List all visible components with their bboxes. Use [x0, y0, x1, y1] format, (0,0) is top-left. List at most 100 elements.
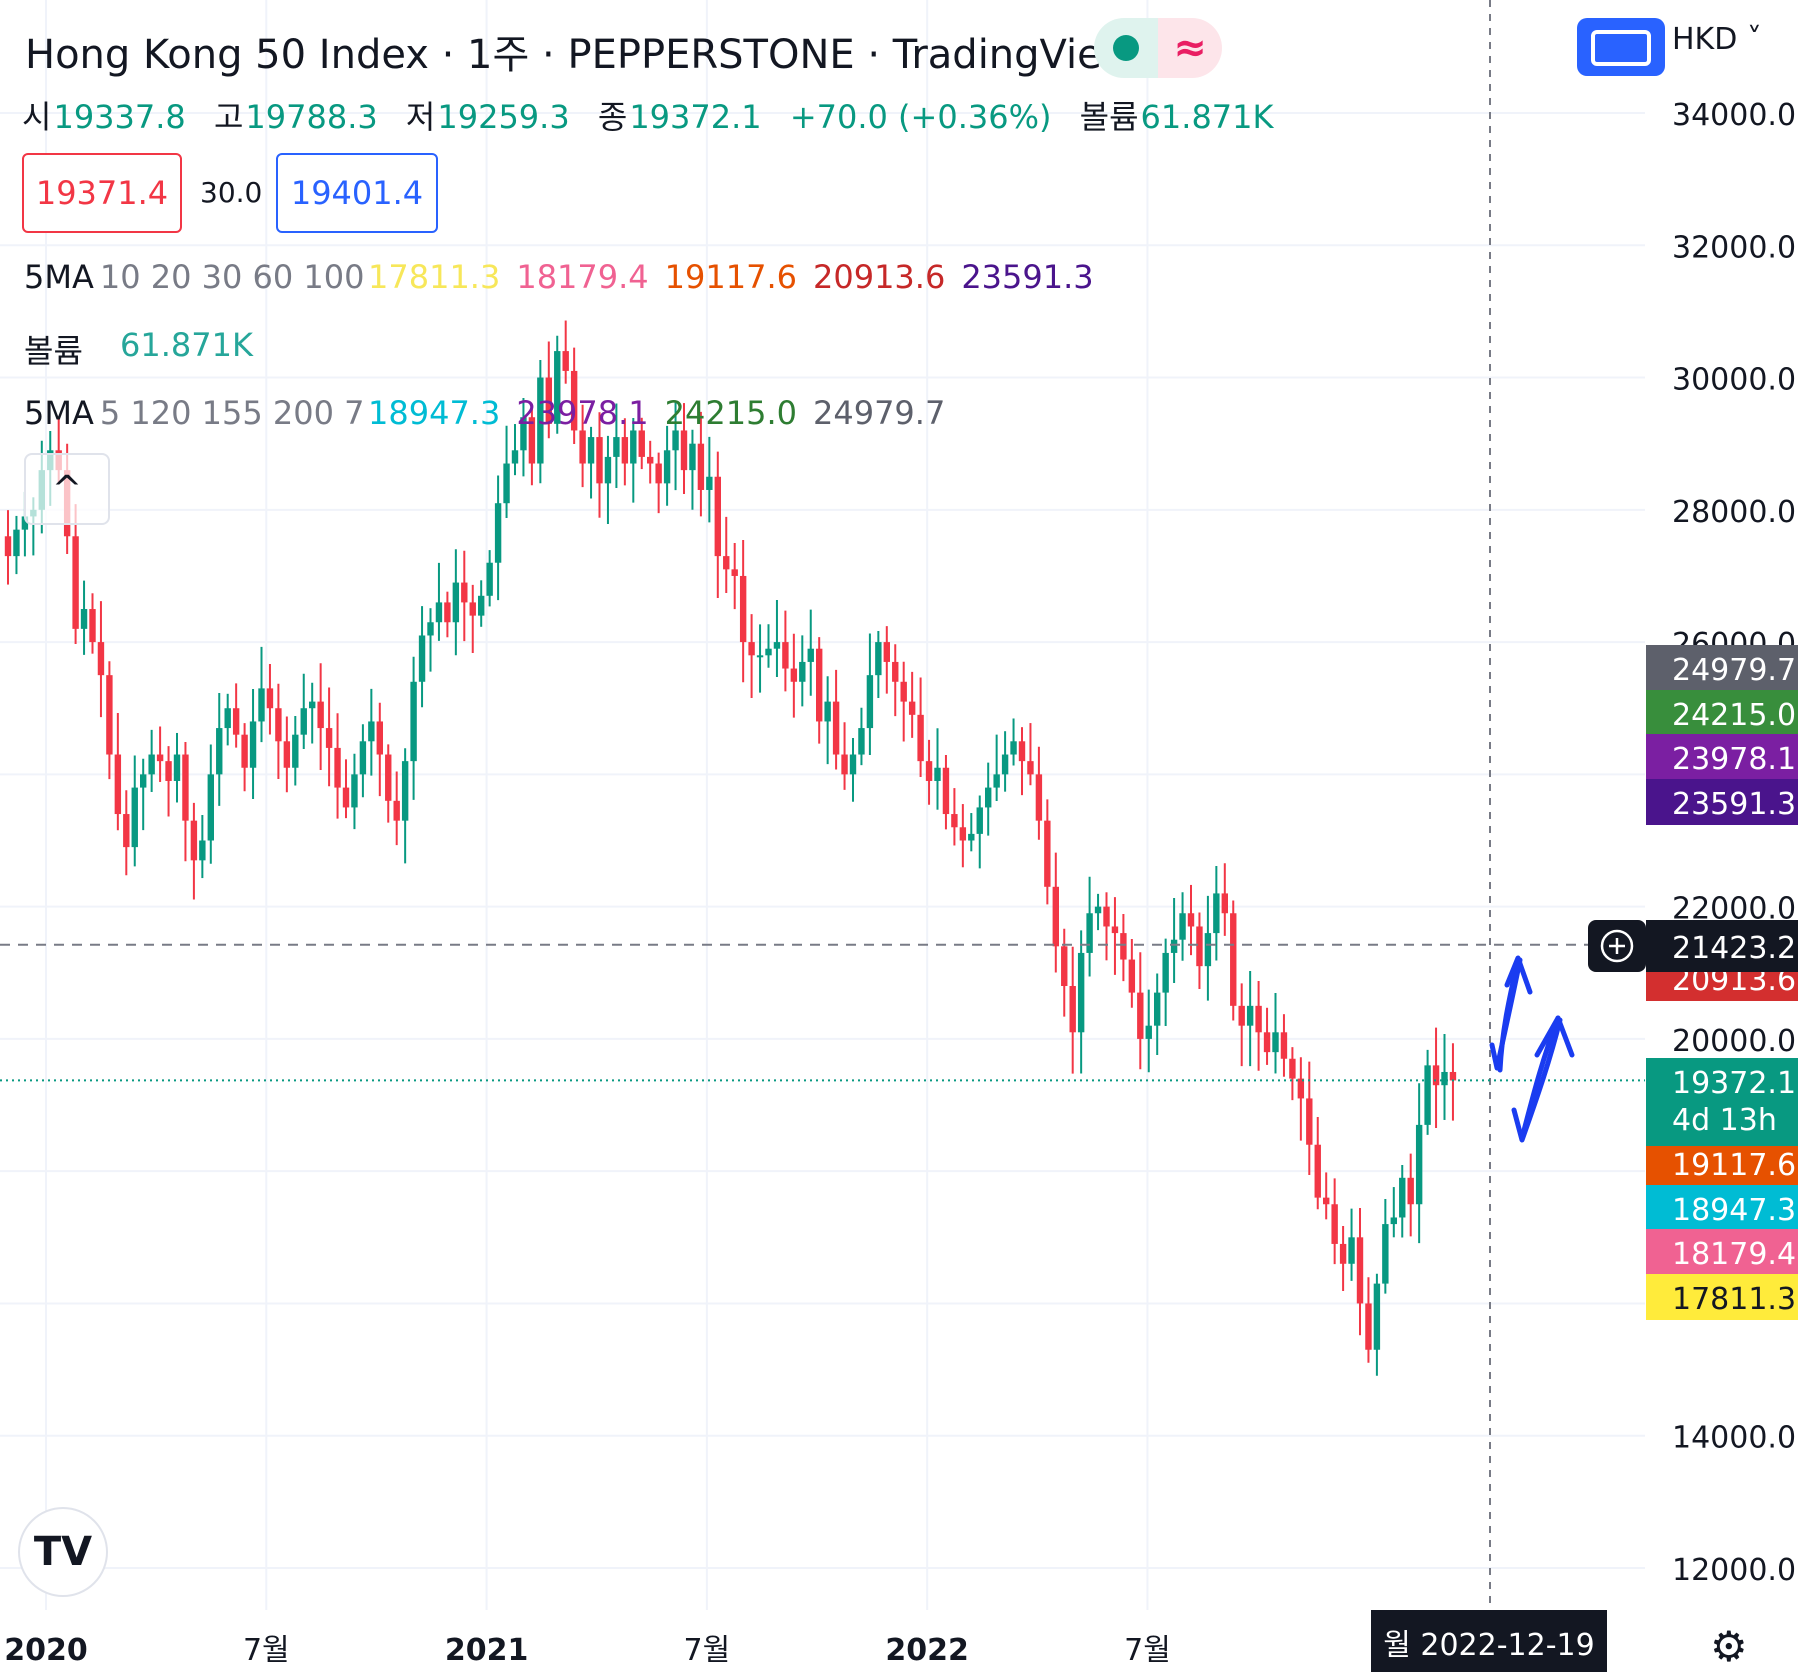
buy-button[interactable]: 19401.4	[276, 153, 438, 233]
candle-body	[359, 741, 367, 775]
down-candle	[697, 411, 705, 517]
candle-body	[976, 807, 983, 834]
candle-body	[156, 754, 164, 762]
candle-body	[985, 787, 992, 808]
down-candle	[1365, 1277, 1372, 1363]
indicator-ma-1[interactable]: 5MA 10 20 30 60 100 17811.3 18179.4 19117.6…	[24, 258, 1094, 296]
price-axis[interactable]: 34000.032000.030000.028000.026000.022000…	[1672, 98, 1796, 1588]
candle-body	[1086, 913, 1093, 953]
up-candle	[985, 762, 992, 836]
candle-body	[190, 820, 198, 861]
candle-body	[1382, 1224, 1389, 1284]
up-candle	[1373, 1273, 1381, 1376]
candle-body	[106, 675, 113, 755]
hand-drawn-arrows[interactable]	[1489, 955, 1575, 1143]
candle-body	[587, 437, 595, 464]
candle-body	[908, 701, 916, 715]
down-candle	[241, 723, 248, 792]
candle-body	[1154, 992, 1161, 1026]
down-candle	[528, 405, 536, 486]
candle-body	[1103, 906, 1110, 927]
delayed-data-icon: ≈	[1158, 18, 1222, 78]
up-candle	[1399, 1164, 1406, 1238]
sell-button[interactable]: 19371.4	[22, 153, 182, 233]
tradingview-logo[interactable]: TV	[18, 1507, 108, 1597]
candle-body	[4, 536, 12, 557]
down-candle	[444, 591, 451, 638]
candle-body	[182, 754, 189, 821]
candle-body	[351, 774, 358, 808]
down-candle	[1044, 799, 1051, 905]
market-status-icon[interactable]: ≈	[1094, 18, 1222, 78]
crosshair-date-value: 월 2022-12-19	[1383, 1628, 1594, 1663]
candle-body	[114, 754, 122, 815]
up-candle	[401, 748, 409, 864]
close-label: 종	[597, 98, 628, 136]
candle-body	[554, 351, 561, 424]
up-candle	[849, 737, 857, 802]
price-tick-label: 30000.0	[1672, 363, 1796, 398]
up-candle	[478, 580, 485, 627]
down-candle	[317, 663, 324, 771]
down-candle	[1306, 1061, 1313, 1175]
down-candle	[739, 539, 747, 683]
down-candle	[1061, 928, 1068, 1017]
arrow-down-stroke-2	[1511, 1017, 1563, 1143]
down-candle	[1255, 981, 1262, 1071]
fullscreen-icon[interactable]	[1577, 18, 1665, 76]
up-candle	[216, 693, 223, 806]
candle-body	[1179, 913, 1186, 940]
change-value: +70.0 (+0.36%)	[789, 98, 1052, 136]
candle-body	[748, 642, 755, 656]
up-candle	[511, 424, 519, 476]
candle-body	[1348, 1237, 1355, 1264]
up-candle	[520, 398, 527, 477]
candle-body	[1162, 952, 1169, 993]
indicator-ma-2[interactable]: 5MA 5 120 155 200 7 18947.3 23978.1 24215.0…	[24, 394, 945, 432]
candle-body	[959, 827, 967, 841]
candle-body	[680, 430, 688, 471]
candle-body	[596, 437, 603, 484]
candle-body	[731, 569, 738, 576]
up-candle	[1170, 897, 1178, 983]
candle-body	[21, 516, 29, 530]
up-candle	[173, 732, 181, 803]
candle-body	[934, 767, 941, 781]
down-candle	[114, 712, 122, 831]
up-candle	[1348, 1208, 1355, 1281]
up-candle	[968, 813, 975, 852]
down-candle	[1052, 852, 1059, 973]
gear-icon[interactable]: ⚙	[1710, 1622, 1748, 1671]
down-candle	[900, 661, 907, 742]
indicator-volume[interactable]: 볼륨 61.871K	[24, 326, 253, 372]
time-tick-label: 2022	[885, 1633, 969, 1668]
candle-body	[925, 761, 933, 781]
price-tag-label: 19117.6	[1672, 1148, 1796, 1183]
time-axis[interactable]: 2020 7월 2021 7월 2022 7월	[4, 1633, 1171, 1668]
down-candle	[461, 550, 468, 642]
candle-body	[309, 701, 316, 709]
down-candle	[232, 683, 240, 748]
candle-body	[1001, 754, 1009, 775]
candle-body	[258, 688, 265, 722]
indicator-value: 17811.3	[368, 258, 501, 296]
chevron-up-icon[interactable]: ^	[24, 453, 110, 525]
spread-value: 30.0	[200, 176, 263, 209]
up-candle	[1382, 1199, 1389, 1294]
up-candle	[1415, 1083, 1423, 1244]
price-tick-label: 32000.0	[1672, 230, 1796, 265]
candle-body	[824, 701, 831, 722]
up-candle	[13, 515, 20, 575]
low-value: 19259.3	[437, 98, 570, 136]
candle-body	[1306, 1098, 1313, 1145]
currency-selector[interactable]: HKD ˅	[1672, 22, 1762, 57]
up-candle	[807, 609, 814, 696]
up-candle	[418, 606, 426, 708]
candle-body	[706, 476, 713, 490]
candle-body	[300, 708, 307, 735]
down-candle	[892, 644, 899, 717]
down-candle	[1103, 892, 1110, 961]
candle-body	[968, 833, 975, 841]
up-candle	[300, 673, 307, 749]
